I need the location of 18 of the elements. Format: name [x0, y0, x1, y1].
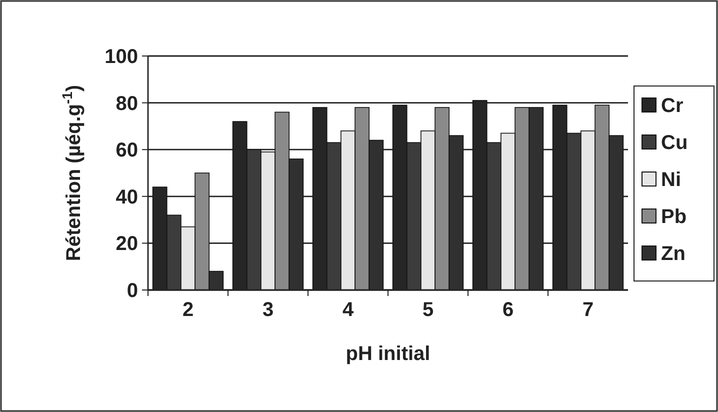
x-tick-label: 5 [422, 299, 434, 321]
x-tick-label: 7 [582, 299, 594, 321]
x-tick-label: 6 [502, 299, 514, 321]
legend-label: Ni [661, 169, 681, 191]
legend-label: Cr [661, 95, 684, 117]
x-tick-label: 3 [262, 299, 274, 321]
y-tick-label: 0 [126, 280, 138, 302]
x-axis-title: pH initial [346, 343, 430, 365]
y-tick-label: 20 [116, 233, 138, 256]
y-tick-label: 60 [116, 140, 138, 162]
legend-label: Pb [661, 206, 687, 228]
x-tick-label: 4 [342, 299, 354, 321]
y-tick-label: 100 [104, 46, 138, 68]
x-tick-label: 2 [182, 299, 194, 321]
legend-label: Zn [661, 243, 686, 265]
y-tick-label: 40 [116, 186, 138, 208]
legend-label: Cu [661, 132, 688, 154]
y-tick-label: 80 [116, 92, 138, 115]
